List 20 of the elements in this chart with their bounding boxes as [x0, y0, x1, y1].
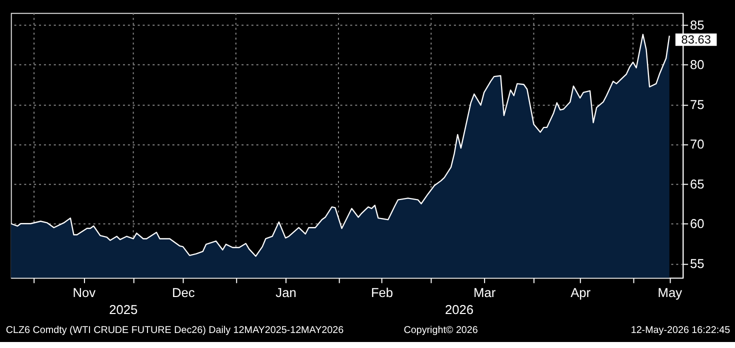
text: Copyright© 2026 [404, 325, 478, 336]
x-tick-label: Feb [370, 284, 394, 300]
x-tick-label: Nov [72, 284, 96, 300]
text: 12-May-2026 16:22:45 [630, 325, 731, 336]
y-tick-label: 80 [690, 57, 704, 72]
text: 2026 [444, 302, 474, 318]
y-tick-label: 85 [690, 17, 704, 32]
y-tick-label: 65 [690, 176, 704, 192]
x-tick-label: Mar [474, 284, 496, 300]
text: 2025 [109, 302, 138, 318]
y-tick-label: 55 [690, 256, 704, 271]
x-tick-label: Jan [276, 284, 296, 300]
x-tick-label: May [658, 284, 683, 300]
x-tick-label: Dec [172, 284, 196, 300]
x-tick-label: Apr [570, 284, 592, 300]
y-tick-label: 70 [690, 136, 704, 152]
annotation: 83.63 [681, 32, 712, 47]
text: CLZ6 Comdty (WTI CRUDE FUTURE Dec26) Daily 12MAY2025-12MAY2026 [6, 325, 344, 336]
y-tick-label: 75 [690, 96, 704, 112]
y-tick-label: 60 [690, 216, 704, 232]
